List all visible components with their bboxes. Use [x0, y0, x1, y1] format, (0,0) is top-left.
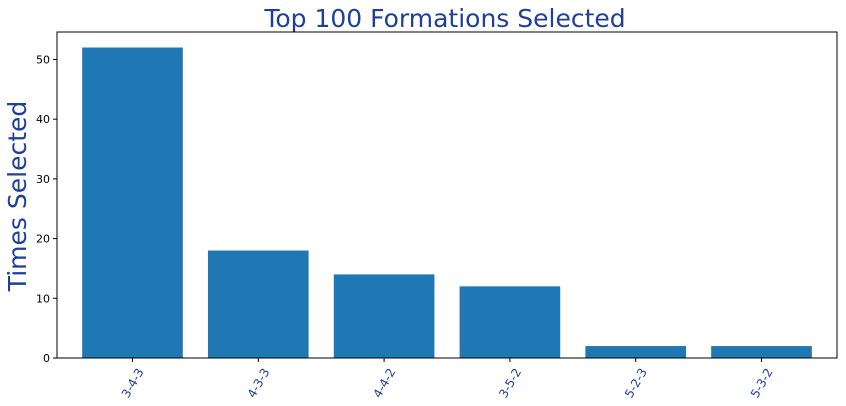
bar-5-2-3 — [585, 346, 687, 358]
bar-4-4-2 — [333, 274, 435, 358]
chart-title: Top 100 Formations Selected — [263, 4, 625, 33]
y-axis-ticks: 0 10 20 30 40 50 — [36, 53, 57, 365]
bar-3-5-2 — [459, 286, 561, 358]
bar-4-3-3 — [207, 250, 309, 358]
x-tick-label-3-4-3: 3-4-3 — [119, 366, 147, 400]
x-tick-label-4-4-2: 4-4-2 — [370, 366, 398, 400]
x-tick-label-4-3-3: 4-3-3 — [245, 366, 273, 400]
bar-5-3-2 — [711, 346, 812, 358]
x-tick-label-5-3-2: 5-3-2 — [748, 366, 776, 400]
y-tick-label: 10 — [36, 292, 50, 305]
y-axis-label: Times Selected — [3, 101, 32, 293]
y-tick-label: 50 — [36, 53, 50, 66]
bar-3-4-3 — [82, 47, 183, 359]
y-tick-label: 30 — [36, 173, 50, 186]
x-tick-label-3-5-2: 3-5-2 — [496, 366, 524, 400]
bars-group — [82, 47, 812, 359]
x-axis-ticks: 3-4-3 4-3-3 4-4-2 3-5-2 5-2-3 5-3-2 — [119, 358, 776, 400]
plot-area-frame — [56, 31, 838, 359]
y-tick-label: 0 — [43, 352, 50, 365]
y-tick-label: 40 — [36, 113, 50, 126]
x-tick-label-5-2-3: 5-2-3 — [622, 366, 650, 400]
y-tick-label: 20 — [36, 233, 50, 246]
